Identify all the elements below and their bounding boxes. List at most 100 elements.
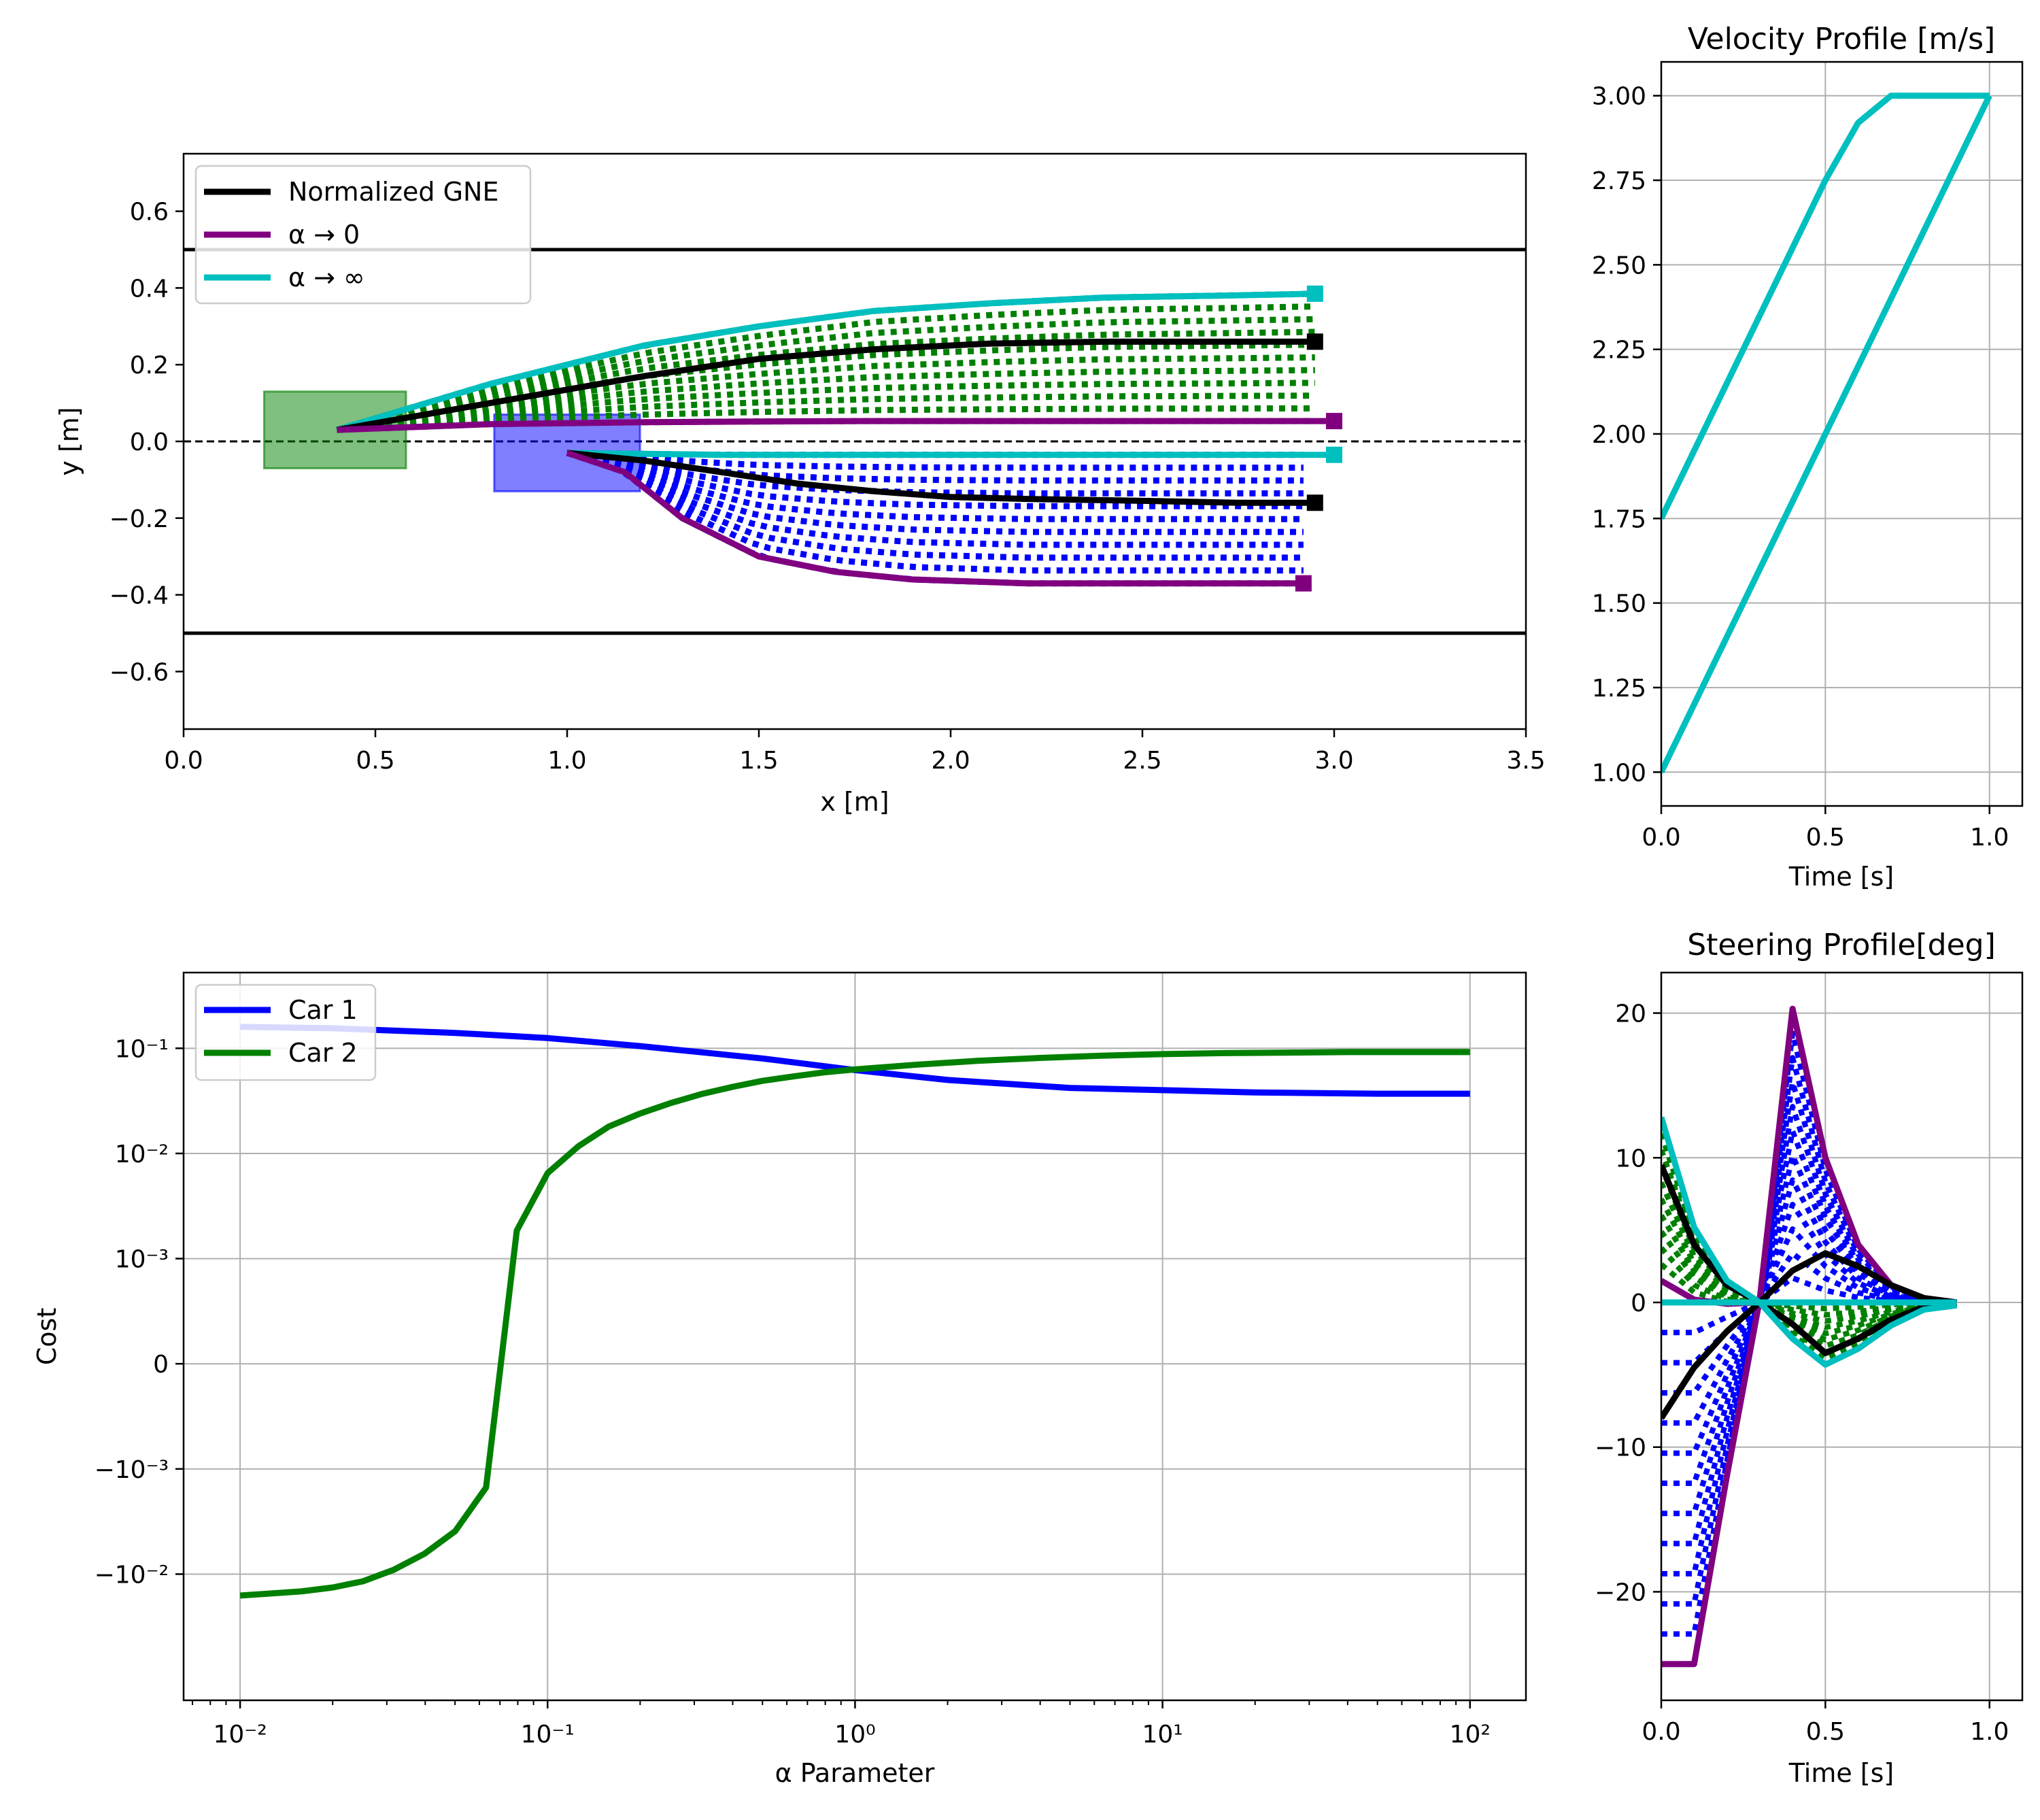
trajectory-plot: 0.0 0.5 1.0 1.5 2.0 2.5 3.0 3.5 0.6 0.4 0.2 0.0 −0.2…: [54, 152, 1546, 817]
xtick-label: 10⁰: [834, 1721, 875, 1749]
steering-car1-intermediate: [1661, 1226, 1957, 1396]
car1-intermediate-trajectory: [566, 450, 1304, 522]
car2-gne-trajectory: [336, 338, 1315, 433]
ytick-label: 2.50: [1592, 252, 1646, 280]
xtick-label: 10¹: [1142, 1721, 1183, 1749]
car1-intermediate-trajectory: [566, 450, 1304, 496]
ytick-label: 2.75: [1592, 167, 1646, 195]
velocity-line-lower: [1661, 94, 1992, 774]
car1-intermediate-trajectory: [566, 450, 1304, 535]
steering-car1-intermediate: [1661, 1177, 1957, 1456]
xtick-label: 1.0: [547, 747, 586, 775]
ytick-label: −20: [1595, 1579, 1646, 1606]
xtick-label: 0.0: [164, 747, 203, 775]
velocity-plot: 0.0 0.5 1.0 3.00 2.75 2.50 2.25 2.00 1.75 1.50 1.2…: [1592, 22, 2024, 892]
xtick-label: 10²: [1450, 1721, 1491, 1749]
ytick-label: 10⁻¹: [115, 1035, 169, 1063]
ytick-label: −10⁻²: [95, 1561, 169, 1589]
ytick-label: 10⁻²: [115, 1141, 169, 1168]
ytick-label: −10⁻³: [95, 1456, 169, 1484]
steering-car2-intermediate: [1661, 1181, 1957, 1343]
car2-alpha-inf-trajectory-end-marker: [1306, 285, 1323, 302]
ytick-label: 10: [1615, 1145, 1646, 1173]
cost-ylabel: Cost: [32, 1308, 62, 1365]
car2-intermediate-trajectory: [336, 328, 1315, 433]
car2-gne-trajectory-end-marker: [1306, 333, 1323, 350]
car2-intermediate-trajectory: [336, 367, 1315, 433]
trajectory-legend: Normalized GNE α → 0 α → ∞: [194, 165, 532, 305]
legend-label-gne: Normalized GNE: [288, 177, 498, 207]
car1-intermediate-trajectory: [566, 450, 1304, 471]
trajectory-ylabel: y [m]: [54, 407, 84, 475]
steering-gne-car1: [1661, 1250, 1958, 1420]
legend-label-alpha0: α → 0: [288, 220, 360, 250]
ytick-label: 1.50: [1592, 590, 1646, 618]
car2-intermediate-trajectory: [337, 392, 1315, 433]
steering-car1-intermediate: [1661, 1275, 1957, 1336]
xtick-label: 1.5: [739, 747, 778, 775]
ytick-label: 2.00: [1592, 421, 1646, 449]
steering-title: Steering Profile[deg]: [1687, 928, 1996, 962]
ytick-label: −0.6: [109, 658, 169, 686]
xtick-label: 2.0: [931, 747, 970, 775]
steering-alphainf-car2: [1661, 1116, 1958, 1368]
car1-intermediate-trajectory: [566, 450, 1304, 548]
car2-intermediate-trajectory: [337, 380, 1315, 433]
ytick-label: 0.4: [130, 275, 169, 303]
steering-car1-intermediate: [1661, 1104, 1957, 1547]
xtick-label: 10⁻²: [213, 1721, 267, 1749]
steering-xlabel: Time [s]: [1788, 1758, 1894, 1788]
cost-legend: Car 1 Car 2: [194, 983, 377, 1081]
car1-alpha-inf-trajectory-end-marker: [1326, 446, 1342, 463]
ytick-label: 20: [1615, 1000, 1646, 1028]
xtick-label: 0.0: [1642, 1718, 1680, 1746]
ytick-label: 0: [153, 1351, 169, 1379]
ytick-label: 1.25: [1592, 675, 1646, 703]
ytick-label: 0.2: [130, 352, 169, 380]
car1-intermediate-trajectory: [566, 450, 1304, 574]
xtick-label: 0.0: [1642, 824, 1680, 852]
ytick-label: −0.2: [109, 505, 169, 533]
cost-xlabel: α Parameter: [775, 1758, 935, 1788]
ytick-label: 3.00: [1592, 83, 1646, 111]
car1-alpha-0-trajectory: [566, 450, 1304, 587]
ytick-label: 0.6: [130, 199, 169, 226]
car1-gne-trajectory-end-marker: [1306, 494, 1323, 511]
legend-label-car1: Car 1: [288, 995, 358, 1025]
xtick-label: 2.5: [1123, 747, 1161, 775]
steering-car2-intermediate: [1661, 1230, 1957, 1324]
ytick-label: 1.75: [1592, 505, 1646, 533]
car2-intermediate-trajectory: [336, 341, 1315, 433]
xtick-label: 3.0: [1314, 747, 1353, 775]
ytick-label: 0: [1631, 1290, 1646, 1317]
trajectory-xlabel: x [m]: [820, 787, 889, 817]
velocity-line-upper: [1661, 92, 1990, 520]
car1-alpha-inf-trajectory: [566, 450, 1334, 458]
car1-gne-trajectory: [566, 450, 1315, 506]
car2-alpha-0-trajectory-end-marker: [1326, 413, 1342, 430]
steering-gne-car2: [1661, 1164, 1958, 1356]
xtick-label: 1.0: [1970, 1718, 2009, 1746]
xtick-label: 3.5: [1506, 747, 1545, 775]
legend-label-alphainf: α → ∞: [288, 263, 365, 292]
xtick-label: 0.5: [356, 747, 394, 775]
car1-alpha-0-trajectory-end-marker: [1295, 575, 1312, 592]
legend-label-car2: Car 2: [288, 1038, 358, 1068]
ytick-label: 10⁻³: [115, 1246, 169, 1274]
xtick-label: 10⁻¹: [521, 1721, 575, 1749]
ytick-label: −0.4: [109, 582, 169, 610]
car2-intermediate-trajectory: [336, 316, 1315, 433]
car1-intermediate-trajectory: [566, 450, 1304, 561]
xtick-label: 1.0: [1970, 824, 2009, 852]
xtick-label: 0.5: [1806, 1718, 1845, 1746]
car2-alpha-0-trajectory: [337, 418, 1334, 433]
xtick-label: 0.5: [1806, 824, 1845, 852]
velocity-xlabel: Time [s]: [1788, 862, 1894, 892]
ytick-label: −10: [1595, 1434, 1646, 1462]
velocity-title: Velocity Profile [m/s]: [1688, 22, 1995, 56]
ytick-label: 0.0: [130, 428, 169, 456]
car1-intermediate-trajectory: [566, 450, 1304, 509]
ytick-label: 2.25: [1592, 337, 1646, 365]
steering-car1-intermediate: [1661, 1153, 1957, 1486]
